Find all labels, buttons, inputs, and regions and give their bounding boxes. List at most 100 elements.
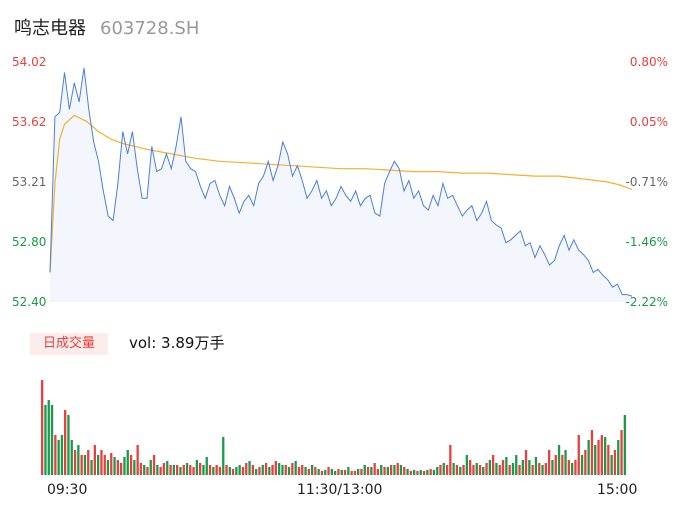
volume-bar: [192, 467, 195, 475]
volume-bar: [492, 455, 495, 475]
volume-bar: [100, 450, 103, 475]
volume-bar: [189, 465, 192, 475]
volume-bar: [202, 465, 205, 475]
volume-bar: [617, 440, 620, 475]
volume-bar: [386, 467, 389, 475]
volume-bar: [521, 460, 524, 475]
percent-tick-label: -1.46%: [625, 235, 668, 249]
volume-bar: [604, 437, 607, 475]
volume-bar: [419, 470, 422, 475]
volume-bar: [146, 467, 149, 475]
volume-bar: [373, 463, 376, 475]
volume-bar: [264, 463, 268, 475]
volume-bar: [426, 470, 429, 475]
volume-bar: [403, 467, 406, 475]
volume-bar: [44, 405, 47, 475]
volume-bar: [103, 455, 106, 475]
volume-bar: [301, 465, 304, 475]
volume-badge[interactable]: 日成交量: [30, 333, 108, 355]
price-line: [49, 67, 633, 297]
volume-bar: [212, 467, 215, 475]
average-price-line: [49, 114, 633, 273]
volume-bar: [248, 461, 251, 475]
volume-bar: [462, 465, 465, 475]
price-tick-label: 53.62: [12, 115, 47, 129]
volume-bar: [314, 467, 317, 475]
volume-bar: [524, 450, 528, 475]
volume-bar: [208, 465, 212, 475]
volume-bar: [57, 440, 60, 475]
volume-bar: [350, 471, 353, 475]
volume-bar: [528, 460, 531, 475]
volume-bar: [126, 450, 129, 475]
volume-bar: [41, 380, 44, 475]
volume-bar: [274, 461, 277, 475]
volume-bar: [429, 469, 432, 475]
volume-bar: [50, 405, 54, 475]
volume-bar: [251, 465, 254, 475]
volume-bar: [324, 470, 327, 475]
volume-bar: [380, 465, 383, 475]
volume-bar: [554, 455, 557, 475]
volume-bar: [534, 457, 538, 475]
volume-bar: [396, 463, 399, 475]
volume-bar: [475, 463, 478, 475]
volume-bar: [548, 450, 551, 475]
percent-tick-label: 0.05%: [629, 115, 668, 129]
volume-bar: [110, 453, 113, 475]
volume-bar: [255, 469, 258, 475]
volume-bar: [557, 445, 561, 475]
volume-bar: [459, 467, 462, 475]
volume-bar: [353, 471, 357, 475]
volume-bar: [133, 460, 136, 475]
volume-bar: [156, 465, 159, 475]
volume-bar: [340, 470, 343, 475]
volume-bar: [129, 455, 133, 475]
volume-bar: [343, 470, 347, 475]
volume-bar: [205, 457, 208, 475]
volume-bar: [258, 467, 261, 475]
volume-bar: [278, 463, 281, 475]
volume-bar: [574, 460, 577, 475]
volume-bar: [241, 467, 245, 475]
percent-tick-label: 0.80%: [629, 55, 668, 69]
volume-bar: [432, 470, 436, 475]
volume-bar: [297, 467, 301, 475]
volume-bar: [169, 465, 172, 475]
volume-bar: [120, 463, 123, 475]
volume-bar: [360, 469, 363, 475]
volume-bar: [106, 460, 110, 475]
volume-bar: [123, 457, 126, 475]
volume-bar: [505, 457, 508, 475]
volume-bar: [136, 445, 139, 475]
volume-bar: [390, 465, 393, 475]
volume-bar: [294, 461, 297, 475]
volume-bar: [600, 435, 603, 475]
volume-bar: [90, 460, 93, 475]
volume-bar: [413, 470, 416, 475]
volume-bar: [452, 463, 455, 475]
volume-bar: [93, 445, 96, 475]
volume-bar: [449, 445, 452, 475]
volume-bar: [67, 415, 70, 475]
volume-bar: [304, 467, 307, 475]
volume-bar: [245, 463, 248, 475]
volume-bar: [455, 465, 459, 475]
volume-bar: [225, 465, 228, 475]
time-tick-label: 11:30/13:00: [297, 482, 383, 498]
volume-bar: [176, 465, 179, 475]
volume-bar: [587, 440, 590, 475]
volume-bar: [334, 471, 337, 475]
volume-bar: [567, 460, 570, 475]
volume-bar: [531, 465, 534, 475]
volume-bar: [577, 435, 580, 475]
volume-bar: [195, 460, 198, 475]
volume-bar: [87, 450, 90, 475]
volume-bar: [172, 465, 175, 475]
volume-bar: [610, 455, 613, 475]
volume-bar: [185, 463, 189, 475]
volume-bar: [515, 455, 518, 475]
volume-bar: [551, 460, 554, 475]
